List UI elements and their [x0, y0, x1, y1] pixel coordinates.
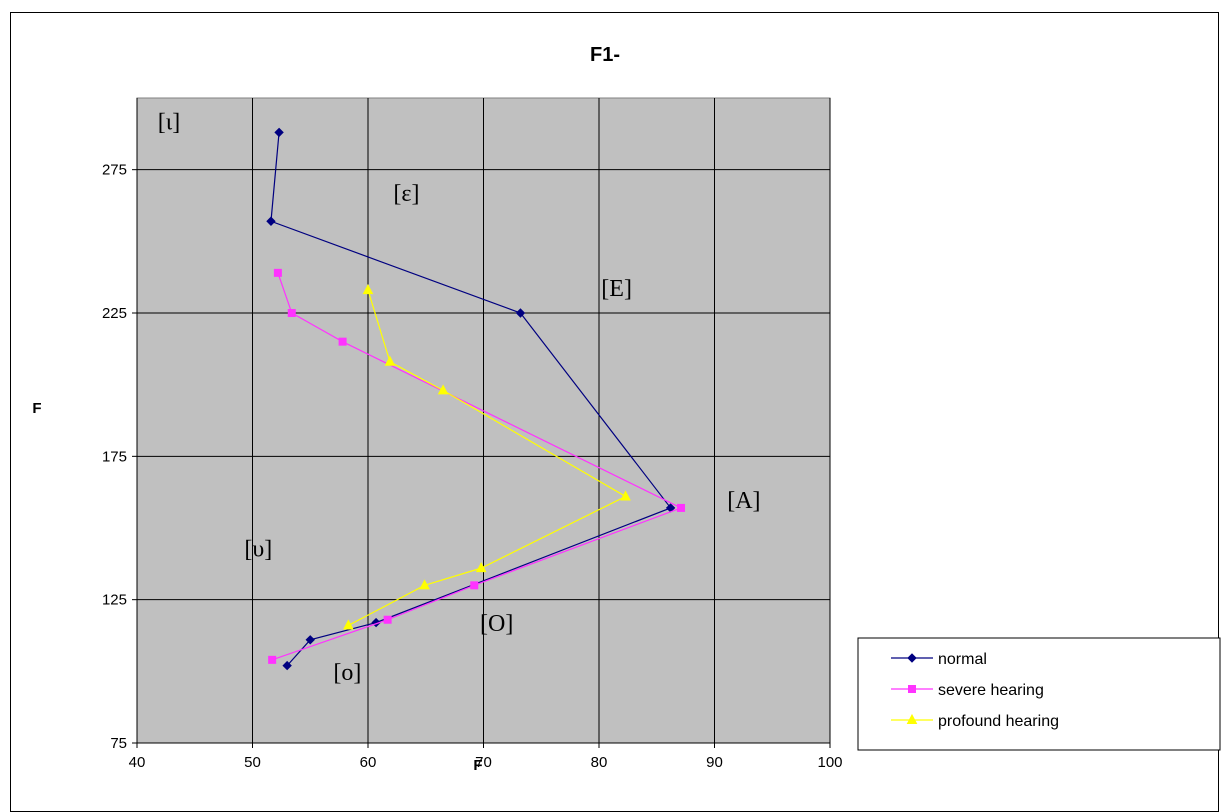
legend-box: [857, 637, 1221, 751]
x-tick-label: 80: [591, 754, 608, 771]
y-axis-title: F: [32, 400, 41, 417]
x-tick-label: 50: [244, 754, 261, 771]
series-1-point: [273, 268, 282, 277]
vowel-label: [O]: [480, 611, 513, 637]
series-2-point: [343, 619, 354, 630]
series-2-point: [419, 579, 430, 590]
legend-marker-1: [908, 685, 916, 693]
y-tick-label: 275: [102, 162, 127, 179]
x-tick-label: 100: [817, 754, 842, 771]
series-2-point: [362, 283, 374, 295]
y-tick-label: 225: [102, 305, 127, 322]
series-1-point: [677, 503, 686, 512]
series-1-point: [268, 655, 277, 664]
vowel-label: [o]: [333, 660, 361, 686]
legend-label: severe hearing: [938, 682, 1044, 699]
series-1-point: [338, 337, 347, 346]
series-0-point: [274, 127, 284, 138]
series-1-point: [383, 615, 392, 624]
legend-marker-2: [906, 713, 918, 724]
x-tick-label: 60: [360, 754, 377, 771]
legend-marker-0: [907, 653, 917, 663]
legend-label: normal: [938, 651, 987, 668]
series-1-point: [470, 581, 479, 590]
vowel-label: [E]: [601, 276, 632, 302]
vowel-label: [ε]: [393, 181, 419, 207]
y-tick-label: 75: [110, 735, 127, 752]
vowel-label: [υ]: [244, 537, 272, 563]
x-tick-label: 90: [706, 754, 723, 771]
x-tick-label: 40: [129, 754, 146, 771]
x-axis-title: F: [473, 757, 482, 774]
chart-title: F1-: [590, 44, 620, 66]
series-2-point: [437, 384, 449, 395]
series-0-point: [266, 216, 276, 226]
legend-label: profound hearing: [938, 713, 1059, 730]
series-0-point: [515, 308, 526, 318]
series-0-point: [282, 660, 292, 671]
vowel-label: [A]: [727, 488, 760, 514]
series-0-point: [305, 635, 315, 645]
series-2-point: [620, 490, 631, 501]
series-1-point: [287, 309, 296, 317]
series-2-point: [475, 562, 487, 573]
vowel-label: [ι]: [158, 110, 180, 136]
series-2-point: [384, 355, 396, 366]
y-tick-label: 175: [102, 448, 127, 465]
y-tick-label: 125: [102, 592, 127, 609]
x-tick-label: 70: [475, 754, 492, 771]
